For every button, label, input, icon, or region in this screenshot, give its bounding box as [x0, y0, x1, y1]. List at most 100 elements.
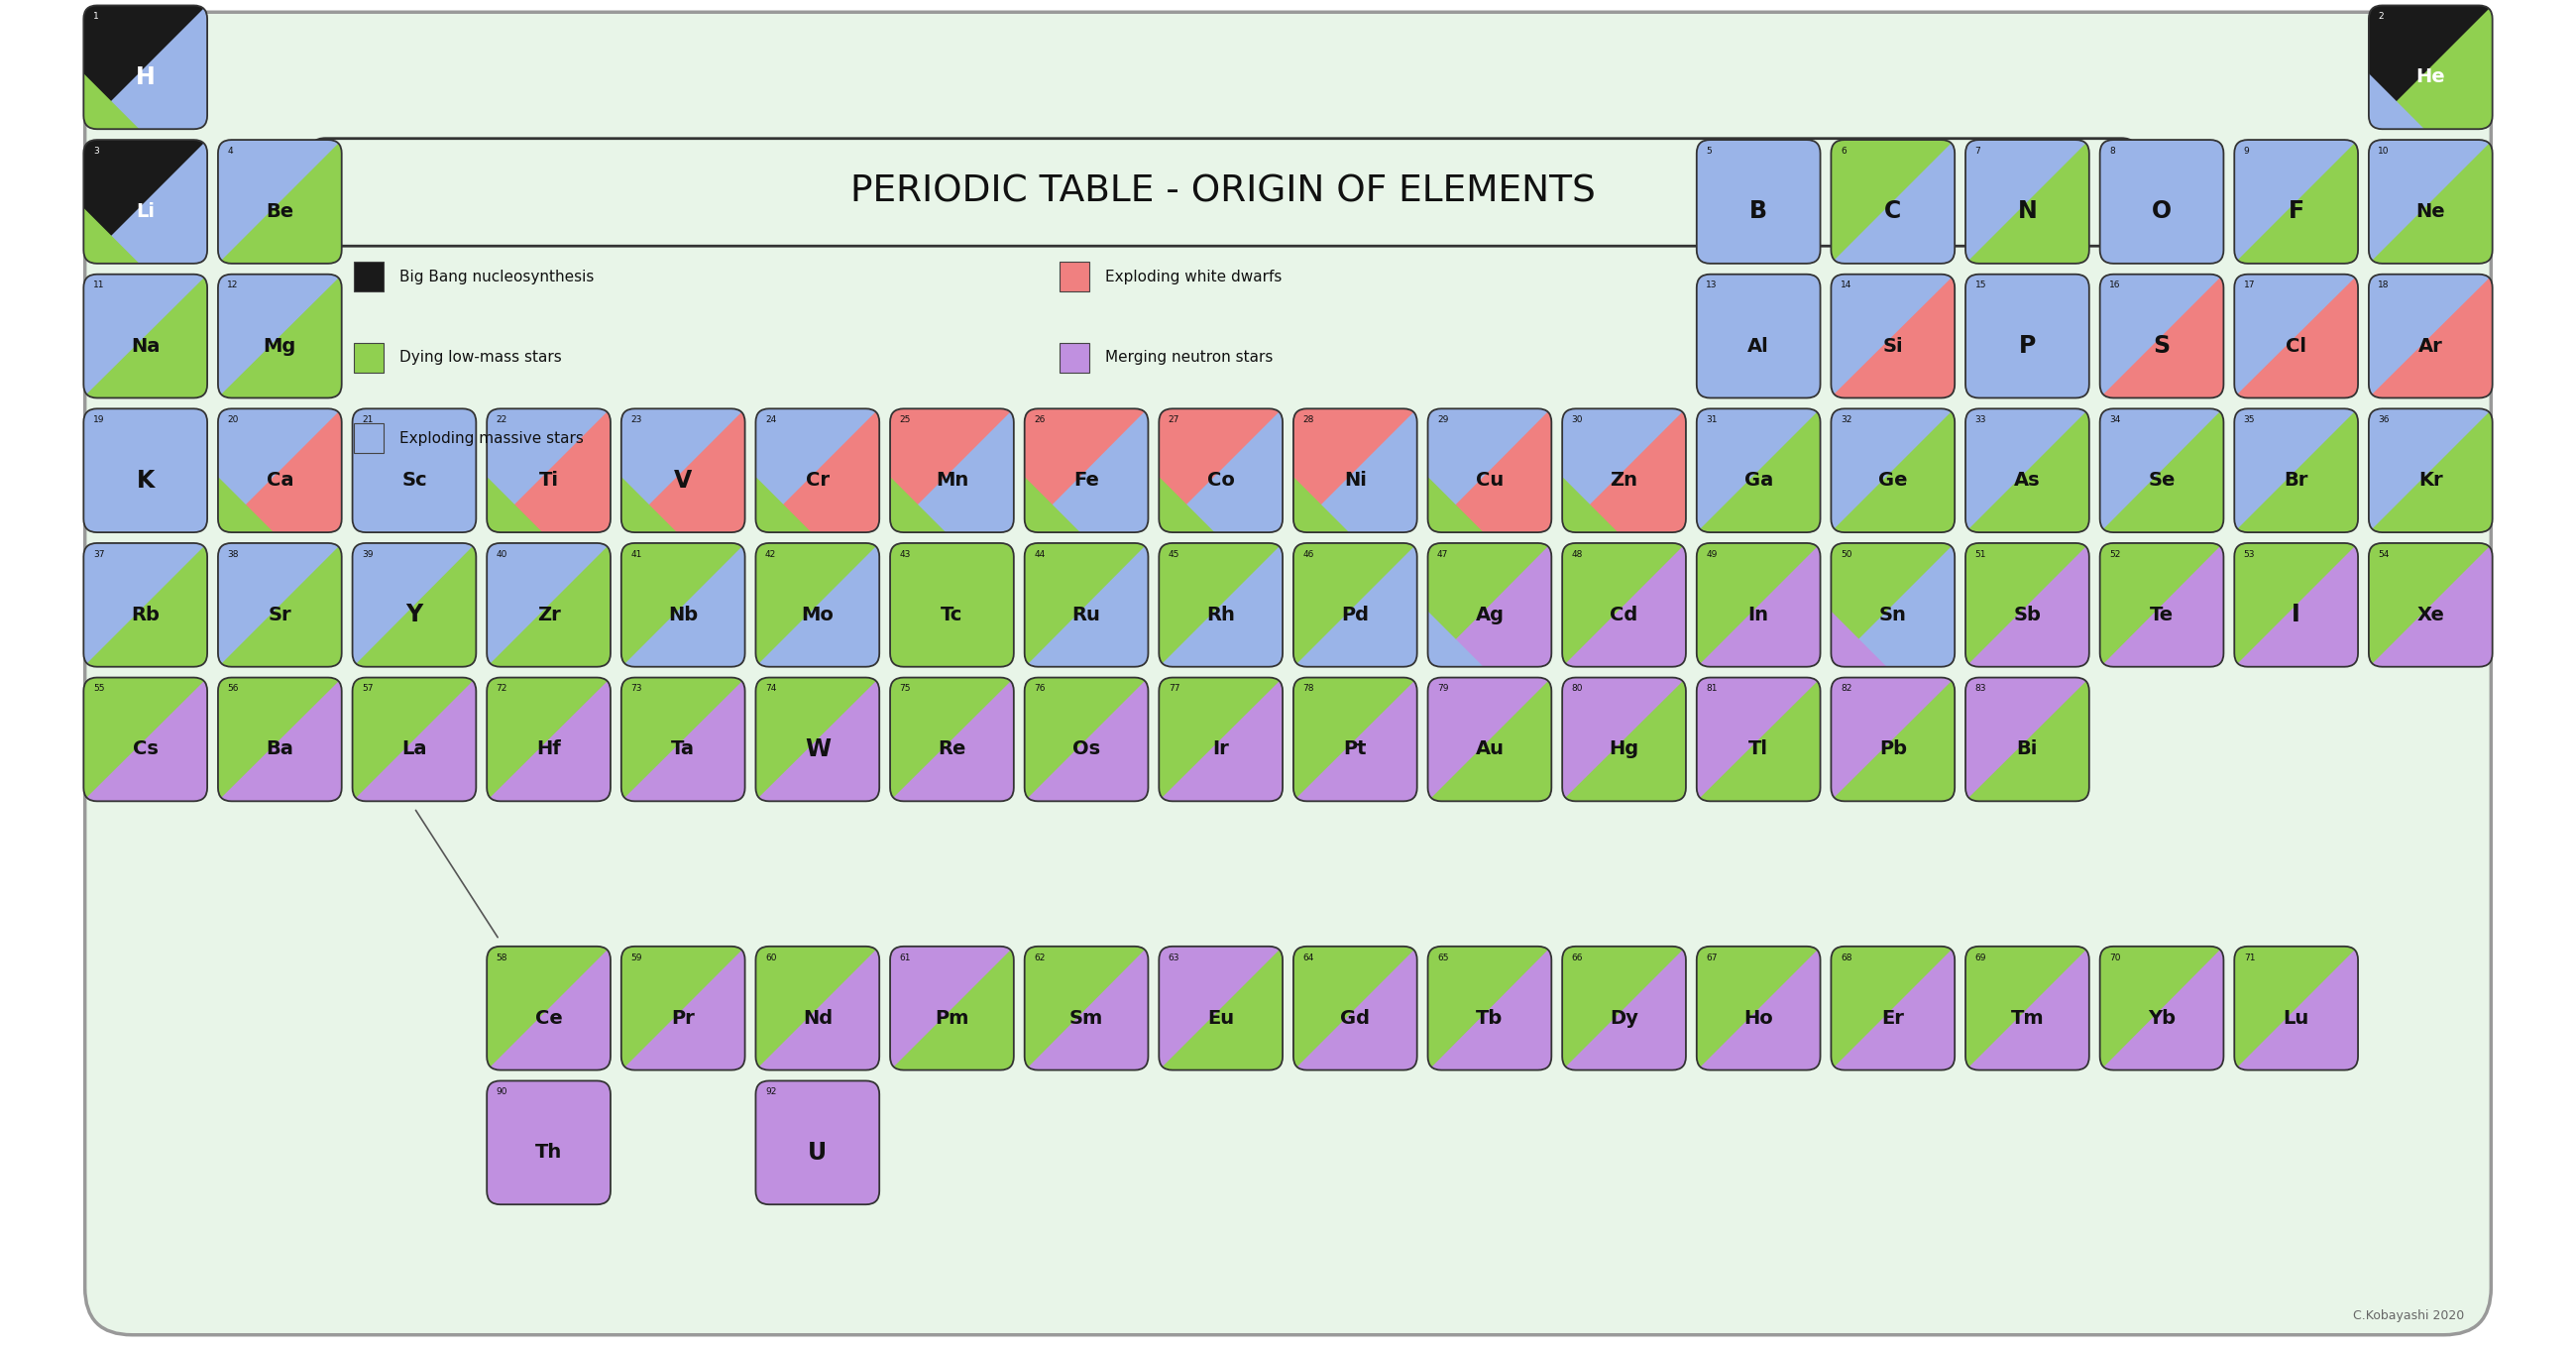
- FancyBboxPatch shape: [2370, 275, 2494, 397]
- Text: 51: 51: [1976, 550, 1986, 559]
- Text: 23: 23: [631, 415, 641, 424]
- Polygon shape: [2233, 408, 2357, 532]
- Text: 69: 69: [1976, 954, 1986, 962]
- Text: Lu: Lu: [2282, 1009, 2308, 1028]
- FancyBboxPatch shape: [755, 543, 878, 667]
- FancyBboxPatch shape: [2370, 5, 2494, 129]
- Text: Dying low-mass stars: Dying low-mass stars: [399, 350, 562, 365]
- Polygon shape: [1159, 947, 1283, 1070]
- FancyBboxPatch shape: [2370, 408, 2494, 532]
- FancyBboxPatch shape: [621, 543, 744, 667]
- Text: Eu: Eu: [1208, 1009, 1234, 1028]
- FancyBboxPatch shape: [1159, 678, 1283, 801]
- Polygon shape: [1832, 408, 1955, 532]
- FancyBboxPatch shape: [219, 275, 343, 397]
- Polygon shape: [1025, 543, 1149, 667]
- Polygon shape: [2233, 947, 2357, 1070]
- Text: 39: 39: [361, 550, 374, 559]
- Text: Ru: Ru: [1072, 605, 1100, 624]
- Text: 66: 66: [1571, 954, 1584, 962]
- Text: Au: Au: [1476, 740, 1504, 758]
- Text: Br: Br: [2285, 471, 2308, 490]
- Text: 35: 35: [2244, 415, 2254, 424]
- Polygon shape: [1427, 612, 1484, 667]
- FancyBboxPatch shape: [1965, 543, 2089, 667]
- Text: Zn: Zn: [1610, 471, 1638, 490]
- Text: 34: 34: [2110, 415, 2120, 424]
- Text: 44: 44: [1033, 550, 1046, 559]
- FancyBboxPatch shape: [2370, 5, 2494, 129]
- Text: Rb: Rb: [131, 605, 160, 624]
- FancyBboxPatch shape: [219, 543, 343, 667]
- FancyBboxPatch shape: [1832, 678, 1955, 801]
- FancyBboxPatch shape: [1025, 543, 1149, 667]
- FancyBboxPatch shape: [1832, 947, 1955, 1070]
- Text: Tc: Tc: [940, 605, 963, 624]
- FancyBboxPatch shape: [82, 275, 206, 397]
- FancyBboxPatch shape: [1561, 543, 1685, 667]
- Text: V: V: [675, 469, 693, 492]
- FancyBboxPatch shape: [2099, 947, 2223, 1070]
- Text: Ar: Ar: [2419, 337, 2442, 356]
- Text: 76: 76: [1033, 684, 1046, 694]
- FancyBboxPatch shape: [1832, 275, 1955, 397]
- Text: 80: 80: [1571, 684, 1584, 694]
- Text: Os: Os: [1072, 740, 1100, 758]
- FancyBboxPatch shape: [1159, 947, 1283, 1070]
- FancyBboxPatch shape: [487, 947, 611, 1070]
- FancyBboxPatch shape: [1832, 678, 1955, 801]
- Polygon shape: [1561, 408, 1685, 532]
- Text: Tm: Tm: [2012, 1009, 2043, 1028]
- FancyBboxPatch shape: [219, 408, 343, 532]
- Text: 2: 2: [2378, 12, 2383, 22]
- FancyBboxPatch shape: [2233, 408, 2357, 532]
- Polygon shape: [82, 275, 206, 397]
- Text: Ga: Ga: [1744, 471, 1772, 490]
- Text: 38: 38: [227, 550, 240, 559]
- Polygon shape: [891, 678, 1015, 801]
- FancyBboxPatch shape: [1427, 408, 1551, 532]
- FancyBboxPatch shape: [1059, 263, 1090, 292]
- Polygon shape: [2233, 543, 2357, 667]
- Polygon shape: [621, 543, 744, 667]
- Text: 42: 42: [765, 550, 775, 559]
- FancyBboxPatch shape: [487, 408, 611, 532]
- Text: 21: 21: [361, 415, 374, 424]
- FancyBboxPatch shape: [1561, 947, 1685, 1070]
- FancyBboxPatch shape: [1159, 408, 1283, 532]
- Text: 54: 54: [2378, 550, 2391, 559]
- Text: Cs: Cs: [131, 740, 157, 758]
- FancyBboxPatch shape: [487, 678, 611, 801]
- Text: Zr: Zr: [536, 605, 562, 624]
- Polygon shape: [487, 678, 611, 801]
- FancyBboxPatch shape: [1561, 678, 1685, 801]
- FancyBboxPatch shape: [1427, 678, 1551, 801]
- Text: W: W: [804, 737, 829, 761]
- Polygon shape: [1427, 543, 1551, 667]
- FancyBboxPatch shape: [1159, 947, 1283, 1070]
- Text: 24: 24: [765, 415, 775, 424]
- Polygon shape: [621, 678, 744, 801]
- FancyBboxPatch shape: [487, 1080, 611, 1204]
- Text: 62: 62: [1033, 954, 1046, 962]
- FancyBboxPatch shape: [353, 408, 477, 532]
- Text: Exploding massive stars: Exploding massive stars: [399, 431, 585, 446]
- Polygon shape: [82, 5, 206, 129]
- Polygon shape: [1427, 947, 1551, 1070]
- Text: 22: 22: [497, 415, 507, 424]
- FancyBboxPatch shape: [1293, 947, 1417, 1070]
- Polygon shape: [82, 207, 139, 264]
- Text: U: U: [809, 1141, 827, 1164]
- Polygon shape: [1159, 408, 1283, 532]
- Polygon shape: [487, 408, 611, 532]
- Text: Ba: Ba: [265, 740, 294, 758]
- Text: 29: 29: [1437, 415, 1448, 424]
- FancyBboxPatch shape: [755, 543, 878, 667]
- Polygon shape: [1561, 477, 1618, 532]
- Polygon shape: [755, 947, 878, 1070]
- Text: 10: 10: [2378, 147, 2391, 155]
- Text: 16: 16: [2110, 282, 2120, 290]
- FancyBboxPatch shape: [1832, 408, 1955, 532]
- Text: Na: Na: [131, 337, 160, 356]
- FancyBboxPatch shape: [755, 678, 878, 801]
